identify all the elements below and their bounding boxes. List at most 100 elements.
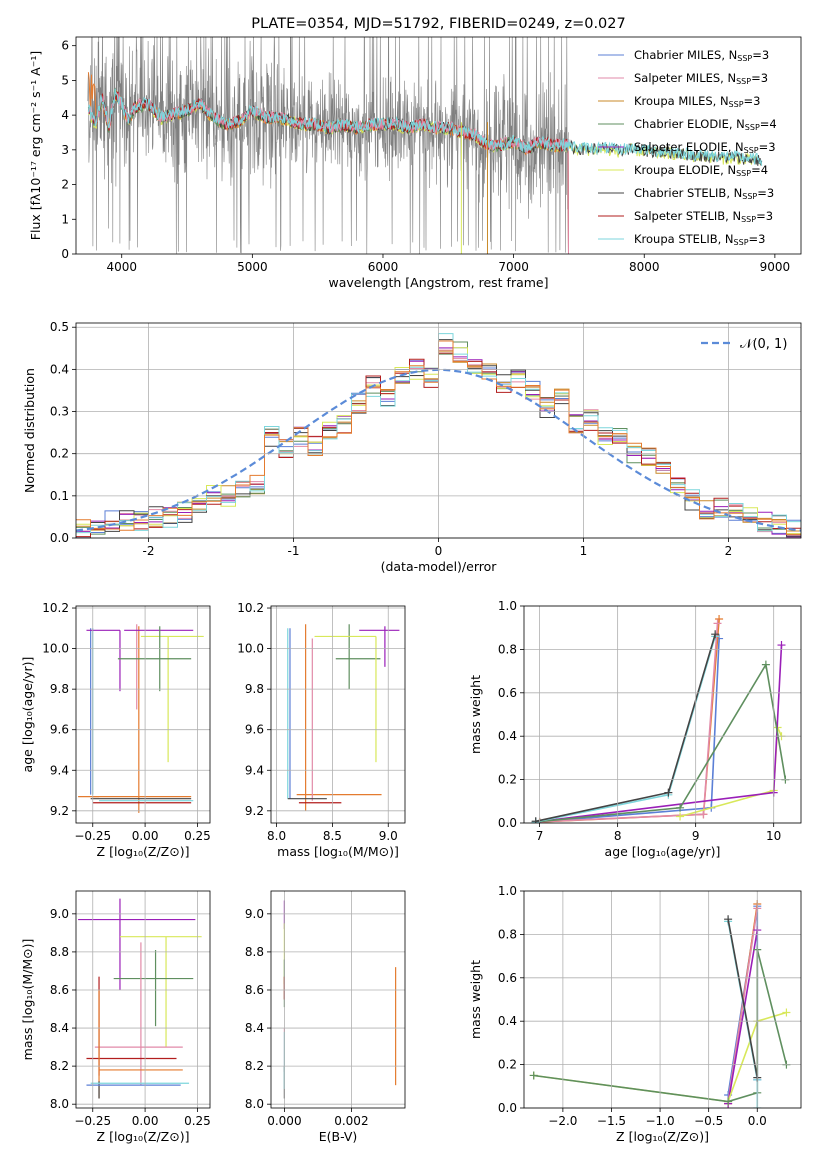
legend-tail: =3: [757, 186, 774, 200]
model-spectrum-line: [87, 88, 763, 166]
x-tick-label: 0.0: [748, 1114, 767, 1128]
x-tick-label: −0.25: [74, 1114, 111, 1128]
plot-area-age-mass: [287, 624, 400, 811]
axes-frame: [270, 890, 406, 1109]
weight-point-marker: [724, 915, 733, 924]
legend-tail: =4: [760, 117, 777, 131]
x-tick-label: 8.0: [267, 829, 286, 843]
x-tick-label: 0.002: [334, 1114, 368, 1128]
y-tick-label: 0.0: [498, 1101, 517, 1115]
x-axis-label: wavelength [Angstrom, rest frame]: [328, 275, 548, 290]
y-axis-label: mass weight: [468, 675, 483, 754]
y-axis-label: Flux [fλ10⁻¹⁷ erg cm⁻² s⁻¹ A⁻¹]: [28, 51, 43, 240]
axes-frame: [523, 890, 802, 1109]
weight-point-marker: [699, 810, 708, 819]
plot-area-spectrum: [87, 37, 763, 254]
legend-tail: =3: [756, 209, 773, 223]
y-tick-label: 0.4: [498, 729, 517, 743]
y-tick-label: 10.2: [42, 601, 69, 615]
y-tick-label: 1: [61, 212, 69, 226]
legend-label: Chabrier MILES, NSSP=3: [634, 48, 769, 63]
y-tick-label: 4: [61, 108, 69, 122]
grid: [524, 890, 801, 1109]
axes-frame: [75, 322, 802, 539]
legend-label: Salpeter ELODIE, NSSP=3: [634, 140, 776, 155]
weight-point-marker: [529, 1071, 538, 1080]
legend-tail: =3: [759, 140, 776, 154]
legend-label: Salpeter STELIB, NSSP=3: [634, 209, 773, 224]
x-tick-label: 10: [766, 829, 781, 843]
axes-frame: [75, 36, 802, 255]
x-tick-label: 9000: [760, 260, 791, 274]
y-tick-label: 0.4: [498, 1014, 517, 1028]
y-tick-label: 10.2: [237, 601, 264, 615]
legend-label: 𝒩(0, 1): [740, 337, 787, 352]
plot-area-mass-ebv: [283, 900, 397, 1099]
y-tick-label: 0.0: [498, 816, 517, 830]
x-tick-label: 8: [614, 829, 622, 843]
weight-point-marker: [531, 817, 540, 823]
y-axis-label: Normed distribution: [22, 368, 37, 493]
y-tick-label: 0.2: [498, 773, 517, 787]
plot-area-mass-z: [78, 898, 202, 1099]
x-tick-label: 8000: [629, 260, 660, 274]
y-tick-label: 0.8: [498, 642, 517, 656]
weight-point-marker: [711, 630, 720, 639]
x-tick-label: -2: [143, 544, 155, 558]
legend-subscript: SSP: [741, 215, 756, 224]
x-tick-label: 4000: [106, 260, 137, 274]
axes-frame: [75, 605, 211, 824]
legend-tail: =3: [752, 48, 769, 62]
x-tick-label: 6000: [368, 260, 399, 274]
panel-age-z: −0.25 0.00 0.25 9.2 9.4 9.6 9.8 10.0 10.2 Z [log₁…: [20, 601, 211, 859]
panel-weight-age: 7 8 9 10 0.0 0.2 0.4 0.6 0.8 1.0 age [log₁₀(age/yr…: [468, 599, 802, 859]
x-tick-label: 7000: [498, 260, 529, 274]
x-tick-label: 0.00: [132, 829, 159, 843]
legend-subscript: SSP: [734, 238, 749, 247]
grid: [271, 606, 405, 823]
y-tick-label: 0.4: [50, 362, 69, 376]
legend-tail: =4: [751, 163, 768, 177]
y-tick-label: 3: [61, 143, 69, 157]
panel-residuals: -2 -1 0 1 2 0.0 0.1 0.2 0.3 0.4 0.5 (data-model)/er…: [22, 320, 802, 574]
y-tick-label: 1.0: [498, 884, 517, 898]
x-tick-label: −2.0: [548, 1114, 577, 1128]
weight-point-marker: [724, 1097, 733, 1106]
weight-point-marker: [715, 615, 724, 624]
x-tick-label: 0.000: [267, 1114, 301, 1128]
x-axis-label: age [log₁₀(age/yr)]: [605, 844, 721, 859]
y-tick-label: 0.6: [498, 686, 517, 700]
weight-line: [727, 929, 759, 1104]
legend-subscript: SSP: [737, 54, 752, 63]
plot-area-age-z: [78, 624, 204, 813]
y-tick-label: 0.6: [498, 971, 517, 985]
grid: [76, 606, 210, 823]
weight-point-marker: [676, 812, 685, 821]
legend-subscript: SSP: [744, 146, 759, 155]
y-tick-label: 8.6: [245, 983, 264, 997]
legend-tail: =3: [749, 232, 766, 246]
y-tick-label: 8.4: [245, 1021, 264, 1035]
y-tick-label: 9.6: [50, 723, 69, 737]
x-axis-label: E(B-V): [319, 1129, 358, 1144]
y-tick-label: 10.0: [237, 642, 264, 656]
y-tick-label: 9.0: [50, 907, 69, 921]
y-tick-label: 8.2: [245, 1059, 264, 1073]
y-tick-label: 8.8: [50, 945, 69, 959]
y-tick-label: 9.2: [50, 804, 69, 818]
y-tick-label: 6: [61, 39, 69, 53]
weight-point-marker: [782, 1008, 791, 1017]
weight-point-marker: [777, 641, 786, 650]
y-tick-label: 0.0: [50, 531, 69, 545]
x-tick-label: -1: [288, 544, 300, 558]
x-tick-label: 7: [536, 829, 544, 843]
x-axis-label: Z [log₁₀(Z/Z⊙)]: [97, 1129, 190, 1144]
panel-mass-z: −0.25 0.00 0.25 8.0 8.2 8.4 8.6 8.8 9.0 Z [log₁₀(…: [20, 890, 211, 1144]
panel-mass-ebv: 0.000 0.002 8.0 8.2 8.4 8.6 8.8 9.0 E(B-V): [245, 890, 406, 1144]
x-axis-label: Z [log₁₀(Z/Z⊙)]: [616, 1129, 709, 1144]
y-tick-label: 0.2: [498, 1058, 517, 1072]
y-tick-label: 8.2: [50, 1059, 69, 1073]
y-tick-label: 9.6: [245, 723, 264, 737]
x-tick-label: 0.00: [132, 1114, 159, 1128]
x-tick-label: −0.25: [74, 829, 111, 843]
